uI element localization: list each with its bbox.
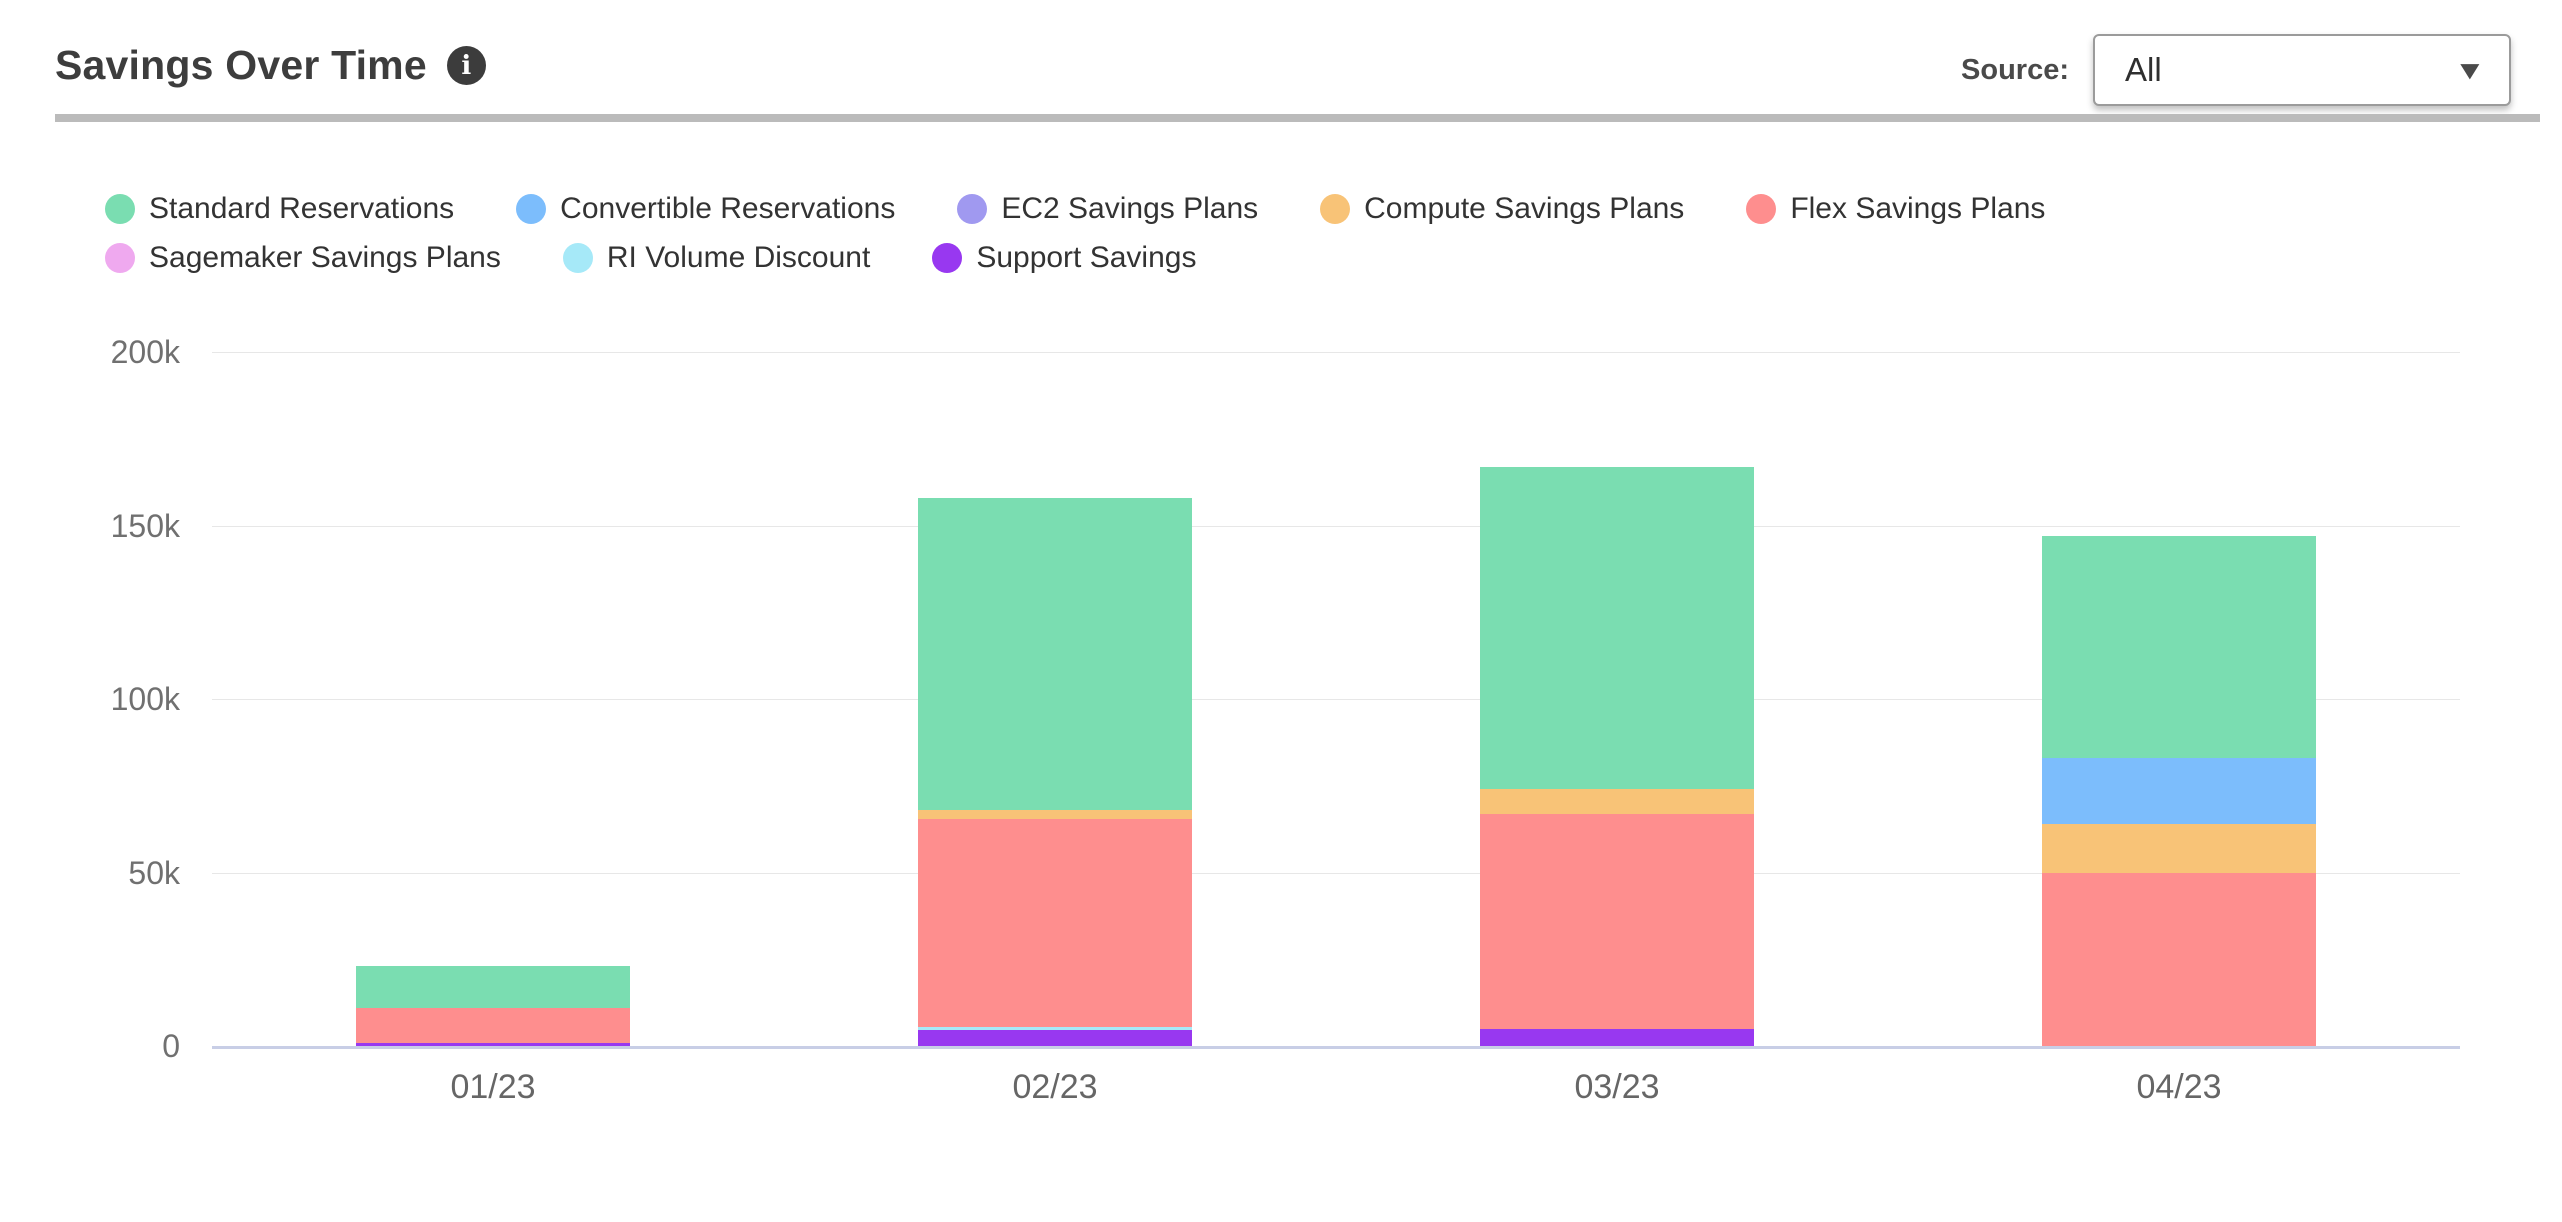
bar-segment[interactable]	[1480, 789, 1754, 814]
legend-label: Standard Reservations	[149, 192, 455, 225]
legend-dot-icon	[105, 194, 135, 224]
x-axis-tick-label: 01/23	[450, 1068, 536, 1106]
gridline	[212, 525, 2460, 527]
legend-item[interactable]: RI Volume Discount	[562, 241, 871, 275]
legend-label: Flex Savings Plans	[1790, 192, 2046, 225]
bar-segment[interactable]	[1480, 1028, 1754, 1046]
header: Savings Over Time i	[55, 42, 486, 89]
legend-dot-icon	[932, 243, 963, 273]
legend-item[interactable]: Support Savings	[932, 241, 1196, 275]
legend-label: Sagemaker Savings Plans	[149, 241, 501, 274]
bar-segment[interactable]	[2042, 758, 2316, 824]
bar-segment[interactable]	[918, 810, 1192, 819]
legend-label: Support Savings	[976, 241, 1197, 274]
legend-label: Convertible Reservations	[560, 192, 896, 225]
source-label: Source:	[1961, 53, 2069, 86]
bar-segment[interactable]	[356, 966, 630, 1008]
source-filter: Source: All ▼	[1961, 34, 2511, 106]
chevron-down-icon: ▼	[2454, 55, 2487, 85]
bar-segment[interactable]	[2042, 535, 2316, 758]
bar-segment[interactable]	[2042, 872, 2316, 1046]
x-axis-tick-label: 04/23	[2136, 1068, 2222, 1106]
bar-segment[interactable]	[1480, 466, 1754, 790]
gridline	[212, 352, 2460, 353]
chart-legend: Standard Reservations Convertible Reserva…	[105, 192, 2245, 275]
legend-dot-icon	[1320, 194, 1351, 224]
legend-label: RI Volume Discount	[606, 241, 871, 274]
page-title: Savings Over Time	[55, 42, 427, 88]
bar-segment[interactable]	[918, 497, 1192, 811]
legend-label: EC2 Savings Plans	[1001, 192, 1259, 225]
header-divider	[55, 114, 2540, 122]
info-icon[interactable]: i	[446, 46, 486, 85]
legend-dot-icon	[957, 194, 988, 224]
legend-dot-icon	[562, 243, 593, 273]
bar-segment[interactable]	[356, 1042, 630, 1046]
x-axis-tick-label: 03/23	[1574, 1068, 1660, 1106]
legend-item[interactable]: Flex Savings Plans	[1746, 192, 2045, 226]
source-dropdown[interactable]: All ▼	[2093, 34, 2511, 106]
legend-dot-icon	[516, 194, 547, 224]
bar-segment[interactable]	[918, 1030, 1192, 1046]
y-axis-tick-label: 150k	[110, 507, 180, 544]
legend-dot-icon	[1746, 194, 1777, 224]
y-axis-tick-label: 0	[162, 1028, 180, 1064]
y-axis-tick-label: 100k	[110, 681, 180, 717]
legend-item[interactable]: Compute Savings Plans	[1320, 192, 1684, 226]
legend-label: Compute Savings Plans	[1364, 192, 1685, 225]
legend-item[interactable]: Standard Reservations	[105, 192, 454, 226]
legend-item[interactable]: Convertible Reservations	[516, 192, 895, 226]
bar-segment[interactable]	[918, 818, 1192, 1027]
bar-segment[interactable]	[2042, 823, 2316, 873]
plot-area: 0 50k 100k 150k 200k	[111, 336, 2460, 1062]
x-axis-tick-label: 02/23	[1012, 1068, 1098, 1106]
bar-segment[interactable]	[918, 1026, 1192, 1031]
y-axis-tick-label: 50k	[128, 854, 180, 891]
source-dropdown-value: All	[2125, 51, 2162, 88]
gridline	[212, 699, 2460, 700]
bar-segment[interactable]	[356, 1007, 630, 1043]
y-axis-tick-label: 200k	[110, 334, 180, 370]
legend-item[interactable]: Sagemaker Savings Plans	[105, 241, 501, 275]
legend-item[interactable]: EC2 Savings Plans	[957, 192, 1258, 226]
bar-segment[interactable]	[1480, 813, 1754, 1029]
legend-dot-icon	[105, 243, 135, 273]
gridline	[212, 872, 2460, 874]
